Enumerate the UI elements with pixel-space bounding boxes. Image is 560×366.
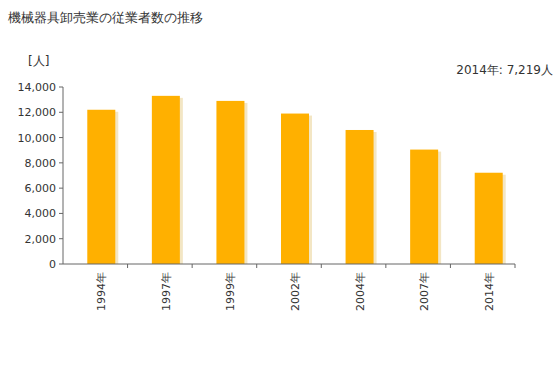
x-tick-label: 2002年 — [289, 272, 302, 311]
x-tick-label: 2007年 — [418, 272, 431, 311]
y-tick — [59, 112, 63, 113]
x-tick-label: 1997年 — [160, 272, 173, 311]
y-tick-label: 8,000 — [25, 157, 57, 170]
y-tick-label: 0 — [49, 258, 56, 271]
bar — [475, 173, 503, 264]
y-tick-label: 14,000 — [18, 81, 57, 94]
x-axis — [63, 264, 515, 265]
bar — [216, 101, 244, 264]
y-tick-label: 4,000 — [25, 207, 57, 220]
x-tick-label: 2004年 — [354, 272, 367, 311]
chart-svg: 機械器具卸売業の従業者数の推移 [人] 2014年: 7,219人 0 2,000 4,0… — [0, 0, 560, 366]
bar — [152, 96, 180, 264]
x-tick — [385, 264, 386, 268]
y-tick — [59, 188, 63, 189]
y-tick — [59, 162, 63, 163]
y-tick-label: 10,000 — [18, 132, 57, 145]
y-tick-label: 12,000 — [18, 106, 57, 119]
x-tick-label: 1999年 — [224, 272, 237, 311]
y-tick — [59, 213, 63, 214]
x-tick — [515, 264, 516, 268]
chart-container: 機械器具卸売業の従業者数の推移 [人] 2014年: 7,219人 0 2,000 4,0… — [0, 0, 560, 366]
bar — [410, 150, 438, 264]
y-tick — [59, 87, 63, 88]
x-tick — [450, 264, 451, 268]
y-tick-label: 6,000 — [25, 182, 57, 195]
x-tick — [127, 264, 128, 268]
x-tick — [321, 264, 322, 268]
title: 機械器具卸売業の従業者数の推移 — [8, 10, 203, 25]
y-axis — [63, 87, 64, 264]
y-tick — [59, 238, 63, 239]
x-tick — [192, 264, 193, 268]
x-tick-label: 2014年 — [483, 272, 496, 311]
annotation: 2014年: 7,219人 — [456, 63, 553, 77]
y-tick-label: 2,000 — [25, 233, 57, 246]
bar — [346, 130, 374, 264]
bar — [87, 110, 115, 264]
x-tick — [256, 264, 257, 268]
y-axis-label: [人] — [28, 54, 49, 68]
y-tick — [59, 137, 63, 138]
x-tick-label: 1994年 — [95, 272, 108, 311]
bars — [87, 96, 505, 264]
bar — [281, 114, 309, 264]
y-tick — [59, 264, 63, 265]
